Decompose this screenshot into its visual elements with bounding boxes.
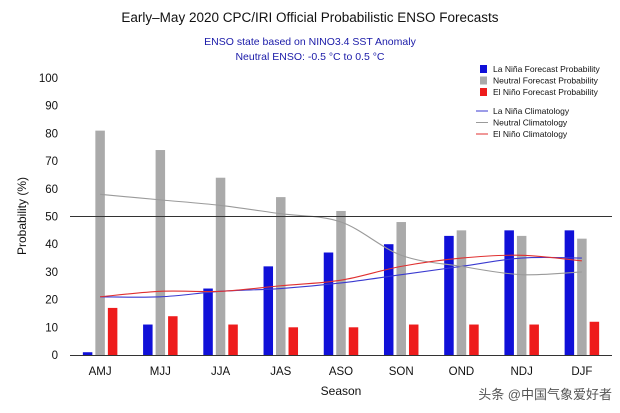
legend-label: La Niña Climatology (493, 106, 570, 116)
la-nina-bar (143, 324, 153, 355)
la-nina-bar (504, 230, 514, 355)
chart-subtitle-line-2: Neutral ENSO: -0.5 °C to 0.5 °C (235, 51, 384, 63)
y-tick-label: 20 (45, 295, 58, 307)
el-nino-bar (529, 324, 539, 355)
chart-title: Early–May 2020 CPC/IRI Official Probabil… (121, 10, 498, 25)
y-tick-label: 60 (45, 184, 58, 196)
la-nina-bar (263, 266, 274, 355)
x-axis-label: Season (321, 384, 362, 398)
y-tick-label: 30 (45, 267, 58, 279)
el-nino-bar (469, 324, 479, 355)
y-tick-label: 80 (45, 128, 58, 140)
x-axis-tick-labels: AMJ MJJ JJA JAS ASO SON OND NDJ DJF (89, 366, 593, 378)
el-nino-bar (348, 327, 359, 355)
el-nino-bar (589, 321, 600, 355)
y-tick-label: 50 (45, 212, 58, 224)
x-tick-label: OND (449, 366, 475, 378)
neutral-bar (396, 222, 406, 355)
la-nina-bar (383, 244, 394, 355)
el-nino-bar (168, 316, 178, 355)
x-tick-label: JAS (270, 366, 291, 378)
y-tick-label: 70 (45, 156, 58, 168)
y-tick-label: 90 (45, 101, 58, 113)
legend-label: La Niña Forecast Probability (493, 64, 601, 74)
la-nina-climatology-line (100, 256, 582, 298)
y-tick-label: 0 (52, 350, 58, 362)
y-axis-label: Probability (%) (15, 177, 29, 255)
la-nina-bar (82, 352, 93, 355)
legend-swatch (480, 88, 487, 96)
x-tick-label: SON (389, 366, 414, 378)
neutral-bar (95, 130, 105, 355)
x-tick-label: AMJ (89, 366, 112, 378)
la-nina-bar (203, 288, 213, 355)
el-nino-climatology-line (100, 254, 582, 298)
neutral-bar (215, 177, 226, 355)
la-nina-bar (564, 230, 575, 355)
x-tick-label: JJA (211, 366, 231, 378)
la-nina-bar (444, 235, 454, 355)
y-tick-label: 10 (45, 322, 58, 334)
climatology-lines (100, 193, 582, 298)
y-axis-tick-labels: 0 10 20 30 40 50 60 70 80 90 100 (39, 73, 58, 362)
neutral-climatology-line (100, 193, 582, 276)
neutral-bar (516, 235, 527, 355)
bar-series (82, 130, 600, 355)
legend-label: El Niño Climatology (493, 129, 568, 139)
x-tick-label: MJJ (150, 366, 171, 378)
el-nino-bar (408, 324, 419, 355)
la-nina-bar (323, 252, 334, 355)
legend: La Niña Forecast Probability Neutral Fore… (476, 64, 601, 139)
legend-label: Neutral Climatology (493, 118, 568, 128)
neutral-bar (276, 197, 286, 355)
el-nino-bar (228, 324, 238, 355)
neutral-bar (577, 238, 587, 355)
neutral-bar (456, 230, 467, 355)
legend-label: Neutral Forecast Probability (493, 76, 599, 86)
legend-swatch (480, 76, 487, 85)
neutral-bar (155, 150, 166, 355)
legend-swatch (480, 65, 487, 73)
y-tick-label: 100 (39, 73, 58, 85)
chart-subtitle-line-1: ENSO state based on NINO3.4 SST Anomaly (204, 36, 416, 48)
watermark-text: 头条 @中国气象爱好者 (478, 387, 612, 402)
legend-label: El Niño Forecast Probability (493, 87, 599, 97)
x-tick-label: DJF (571, 366, 592, 378)
y-tick-label: 40 (45, 239, 58, 251)
el-nino-bar (107, 307, 118, 355)
x-tick-label: ASO (329, 366, 353, 378)
el-nino-bar (288, 327, 299, 355)
x-tick-label: NDJ (510, 366, 532, 378)
